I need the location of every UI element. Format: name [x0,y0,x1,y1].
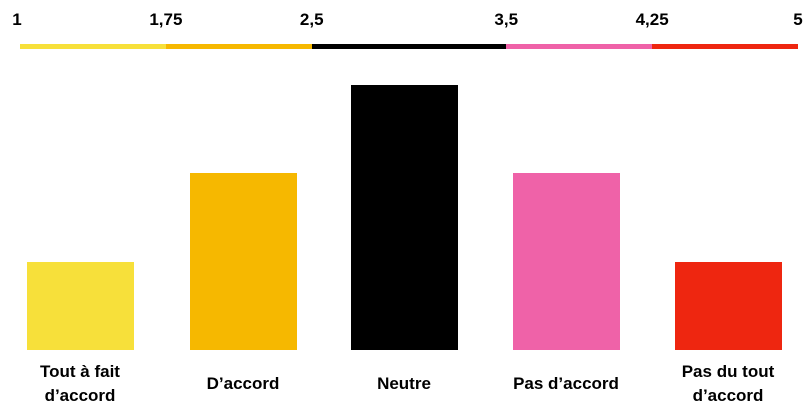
scale-tick-label: 4,25 [635,10,669,29]
category-label: Neutre [329,372,479,396]
scale-segment [311,44,507,49]
scale-tick-label: 3,5 [494,10,519,29]
category-label: D’accord [168,372,318,396]
scale-tick-label: 1,75 [149,10,183,29]
scale-bar: 1 1,75 2,5 3,5 4,25 5 [0,0,805,60]
bar [674,261,782,350]
scale-tick-label: 5 [793,10,803,29]
category-label: Pas du tout d’accord [653,360,803,408]
bar [350,85,458,350]
category-label-line: Tout à fait [40,362,120,381]
scale-segment [165,44,312,49]
bar [189,173,297,350]
scale-tick-label: 2,5 [299,10,324,29]
category-label-line: Neutre [377,374,431,393]
bar-chart: Tout à fait d’accord D’accord Neutre Pas d’a… [0,60,805,405]
category-label-line: d’accord [44,386,116,405]
scale-segment [652,44,798,49]
category-label-line: Pas du tout [681,362,775,381]
scale-segment [506,44,653,49]
scale-tick-label: 1 [12,10,22,29]
bar [26,261,134,350]
scale-segment [20,44,166,49]
category-label-line: D’accord [206,374,280,393]
bar [512,173,620,350]
category-label: Tout à fait d’accord [5,360,155,408]
category-label-line: d’accord [692,386,764,405]
category-label-line: Pas d’accord [513,374,619,393]
category-label: Pas d’accord [491,372,641,396]
